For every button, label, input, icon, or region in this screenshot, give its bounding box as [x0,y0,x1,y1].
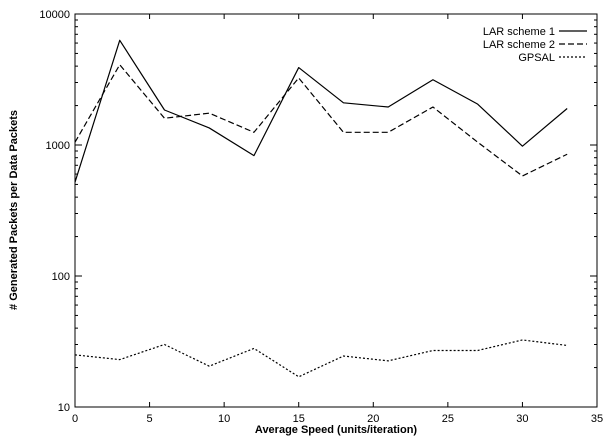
series [74,39,568,378]
x-tick-label: 35 [591,413,603,425]
y-tick-label: 1000 [46,140,70,152]
ticks: 0 5 10 15 20 25 30 35 10 100 1000 10000 [39,9,603,425]
x-tick-label: 30 [516,413,528,425]
x-axis-label: Average Speed (units/iteration) [255,424,418,436]
x-tick-label: 10 [218,413,230,425]
x-tick-label: 25 [442,413,454,425]
legend-label: LAR scheme 2 [483,39,555,51]
y-tick-label: 100 [52,271,70,283]
legend-label: GPSAL [518,52,555,64]
legend-label: LAR scheme 1 [483,26,555,38]
x-tick-label: 20 [367,413,379,425]
y-tick-label: 10000 [39,9,70,21]
y-tick-label: 10 [58,402,70,414]
series-line-1 [74,39,568,183]
x-tick-label: 5 [147,413,153,425]
series-line-3 [74,339,568,378]
x-tick-label: 0 [72,413,78,425]
x-tick-label: 15 [293,413,305,425]
y-axis-label: # Generated Packets per Data Packets [8,110,20,310]
series-line-2 [74,64,568,177]
plot-frame [74,13,598,408]
